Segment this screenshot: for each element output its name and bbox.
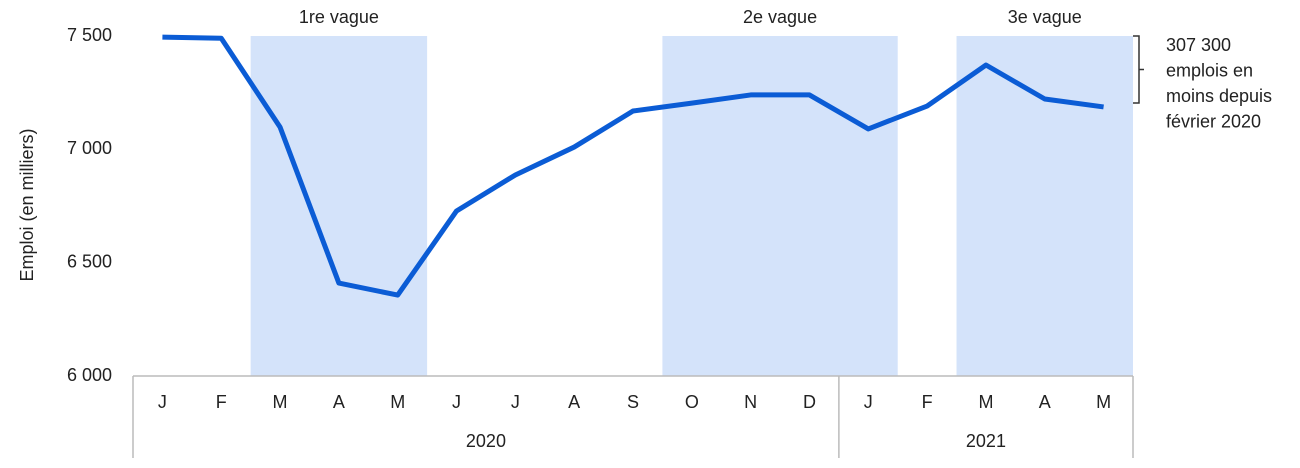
year-label: 2020 [466, 431, 506, 451]
wave-label: 3e vague [1008, 7, 1082, 27]
x-tick-label: J [864, 392, 873, 412]
y-tick-label: 6 500 [67, 251, 112, 271]
x-tick-label: J [158, 392, 167, 412]
year-label: 2021 [966, 431, 1006, 451]
x-tick-label: F [216, 392, 227, 412]
wave-shade [250, 36, 428, 376]
y-tick-label: 7 000 [67, 138, 112, 158]
y-axis-label: Emploi (en milliers) [17, 128, 37, 281]
x-tick-label: M [390, 392, 405, 412]
x-tick-label: M [273, 392, 288, 412]
wave-shade [662, 36, 898, 376]
x-tick-label: F [922, 392, 933, 412]
y-tick-label: 6 000 [67, 365, 112, 385]
x-tick-label: D [803, 392, 816, 412]
bracket [1133, 35, 1144, 104]
y-tick-label: 7 500 [67, 25, 112, 45]
x-tick-label: S [627, 392, 639, 412]
x-tick-label: J [511, 392, 520, 412]
wave-label: 2e vague [743, 7, 817, 27]
x-tick-label: J [452, 392, 461, 412]
x-tick-label: N [744, 392, 757, 412]
x-tick-label: M [1096, 392, 1111, 412]
x-tick-label: A [568, 392, 580, 412]
bracket-note: moins depuis [1166, 86, 1272, 106]
wave-label: 1re vague [299, 7, 379, 27]
bracket-note: février 2020 [1166, 111, 1261, 131]
x-tick-label: A [1039, 392, 1051, 412]
x-tick-label: A [333, 392, 345, 412]
data-line [162, 34, 1104, 298]
wave-shade [956, 36, 1133, 376]
x-tick-label: O [685, 392, 699, 412]
bracket-note: emplois en [1166, 60, 1253, 80]
x-tick-label: M [978, 392, 993, 412]
bracket-note: 307 300 [1166, 35, 1231, 55]
